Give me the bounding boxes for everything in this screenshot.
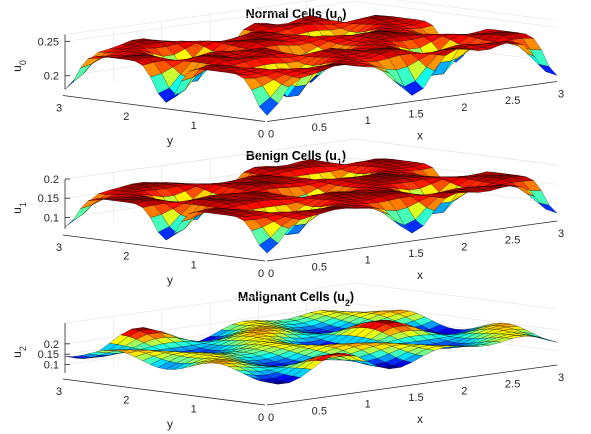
z-tick-label: 0.2 [44, 174, 59, 186]
y-axis-label: y [167, 133, 173, 147]
z-tick-label: 0.2 [44, 71, 59, 83]
y-tick-label: 3 [56, 242, 62, 254]
x-tick-label: 0.5 [312, 122, 327, 134]
y-tick-label: 1 [191, 259, 197, 271]
z-tick-label: 0.2 [44, 339, 59, 351]
surface-patch [79, 57, 101, 69]
y-axis-line [62, 95, 266, 122]
y-tick-label: 3 [56, 386, 62, 398]
y-tick-label: 1 [191, 120, 197, 132]
x-axis-label: x [417, 129, 423, 143]
z-tick-label: 0.25 [38, 36, 59, 48]
y-axis-label: y [167, 273, 173, 287]
z-tick-label: 0.1 [44, 360, 59, 372]
surface-patch [537, 63, 558, 76]
x-axis-line [266, 81, 558, 122]
x-axis-label: x [417, 412, 423, 426]
y-tick-label: 2 [123, 395, 129, 407]
y-tick-label: 0 [258, 268, 264, 280]
panel-title: Malignant Cells (u2) [238, 290, 354, 308]
x-axis-line [266, 364, 558, 406]
x-axis-label: x [417, 268, 423, 282]
box-edge [64, 138, 558, 180]
y-axis-label: y [167, 417, 173, 431]
x-tick-label: 3 [558, 372, 564, 384]
y-tick-label: 0 [258, 129, 264, 141]
x-tick-label: 2.5 [505, 379, 520, 391]
x-tick-label: 1.5 [408, 109, 423, 121]
y-axis-line [62, 234, 266, 262]
z-tick-label: 0.15 [38, 349, 59, 361]
y-tick-label: 0 [258, 412, 264, 424]
x-tick-label: 2.5 [505, 95, 520, 107]
x-tick-label: 0.5 [312, 261, 327, 273]
x-tick-label: 3 [558, 228, 564, 240]
surface-mesh [64, 158, 558, 254]
x-axis-line [266, 220, 558, 262]
x-tick-label: 2 [461, 102, 467, 114]
z-tick-label: 0.1 [44, 212, 59, 224]
z-axis-label: u1 [10, 202, 28, 214]
x-tick-label: 0 [268, 268, 274, 280]
x-tick-label: 1.5 [408, 248, 423, 260]
box-edge [64, 282, 558, 324]
y-tick-label: 3 [56, 102, 62, 114]
x-tick-label: 0 [268, 129, 274, 141]
z-tick-label: 0.15 [38, 193, 59, 205]
panel-title: Benign Cells (u1) [246, 149, 346, 167]
x-tick-label: 1 [365, 115, 371, 127]
surface-mesh [64, 15, 558, 116]
y-tick-label: 2 [123, 111, 129, 123]
surface-panel-0: Normal Cells (u0)00.511.522.53x0123y0.20… [10, 0, 564, 147]
z-axis-label: u0 [10, 60, 28, 72]
y-axis-line [62, 378, 266, 406]
y-tick-label: 2 [123, 251, 129, 263]
y-tick-label: 1 [191, 403, 197, 415]
x-tick-label: 0.5 [312, 405, 327, 417]
x-tick-label: 1 [365, 399, 371, 411]
surface-mesh [64, 309, 558, 385]
surface-panel-1: Benign Cells (u1) 0 0.5 1 1.5 2 2.5 3 x 0 1 2 3 y 0.1 0… [10, 138, 564, 287]
z-axis-label: u2 [10, 346, 28, 358]
x-tick-label: 2 [461, 385, 467, 397]
x-tick-label: 3 [558, 89, 564, 101]
surface-patch [537, 202, 558, 214]
x-tick-label: 2 [461, 241, 467, 253]
x-tick-label: 0 [268, 412, 274, 424]
x-tick-label: 1 [365, 255, 371, 267]
surface-patch [538, 337, 558, 343]
box-edge [64, 0, 558, 35]
x-tick-label: 2.5 [505, 235, 520, 247]
surface-panel-2: Malignant Cells (u2) 0 0.5 1 1.5 2 2.5 3 x 0 1 2 3 y 0… [10, 282, 564, 431]
x-tick-label: 1.5 [408, 392, 423, 404]
